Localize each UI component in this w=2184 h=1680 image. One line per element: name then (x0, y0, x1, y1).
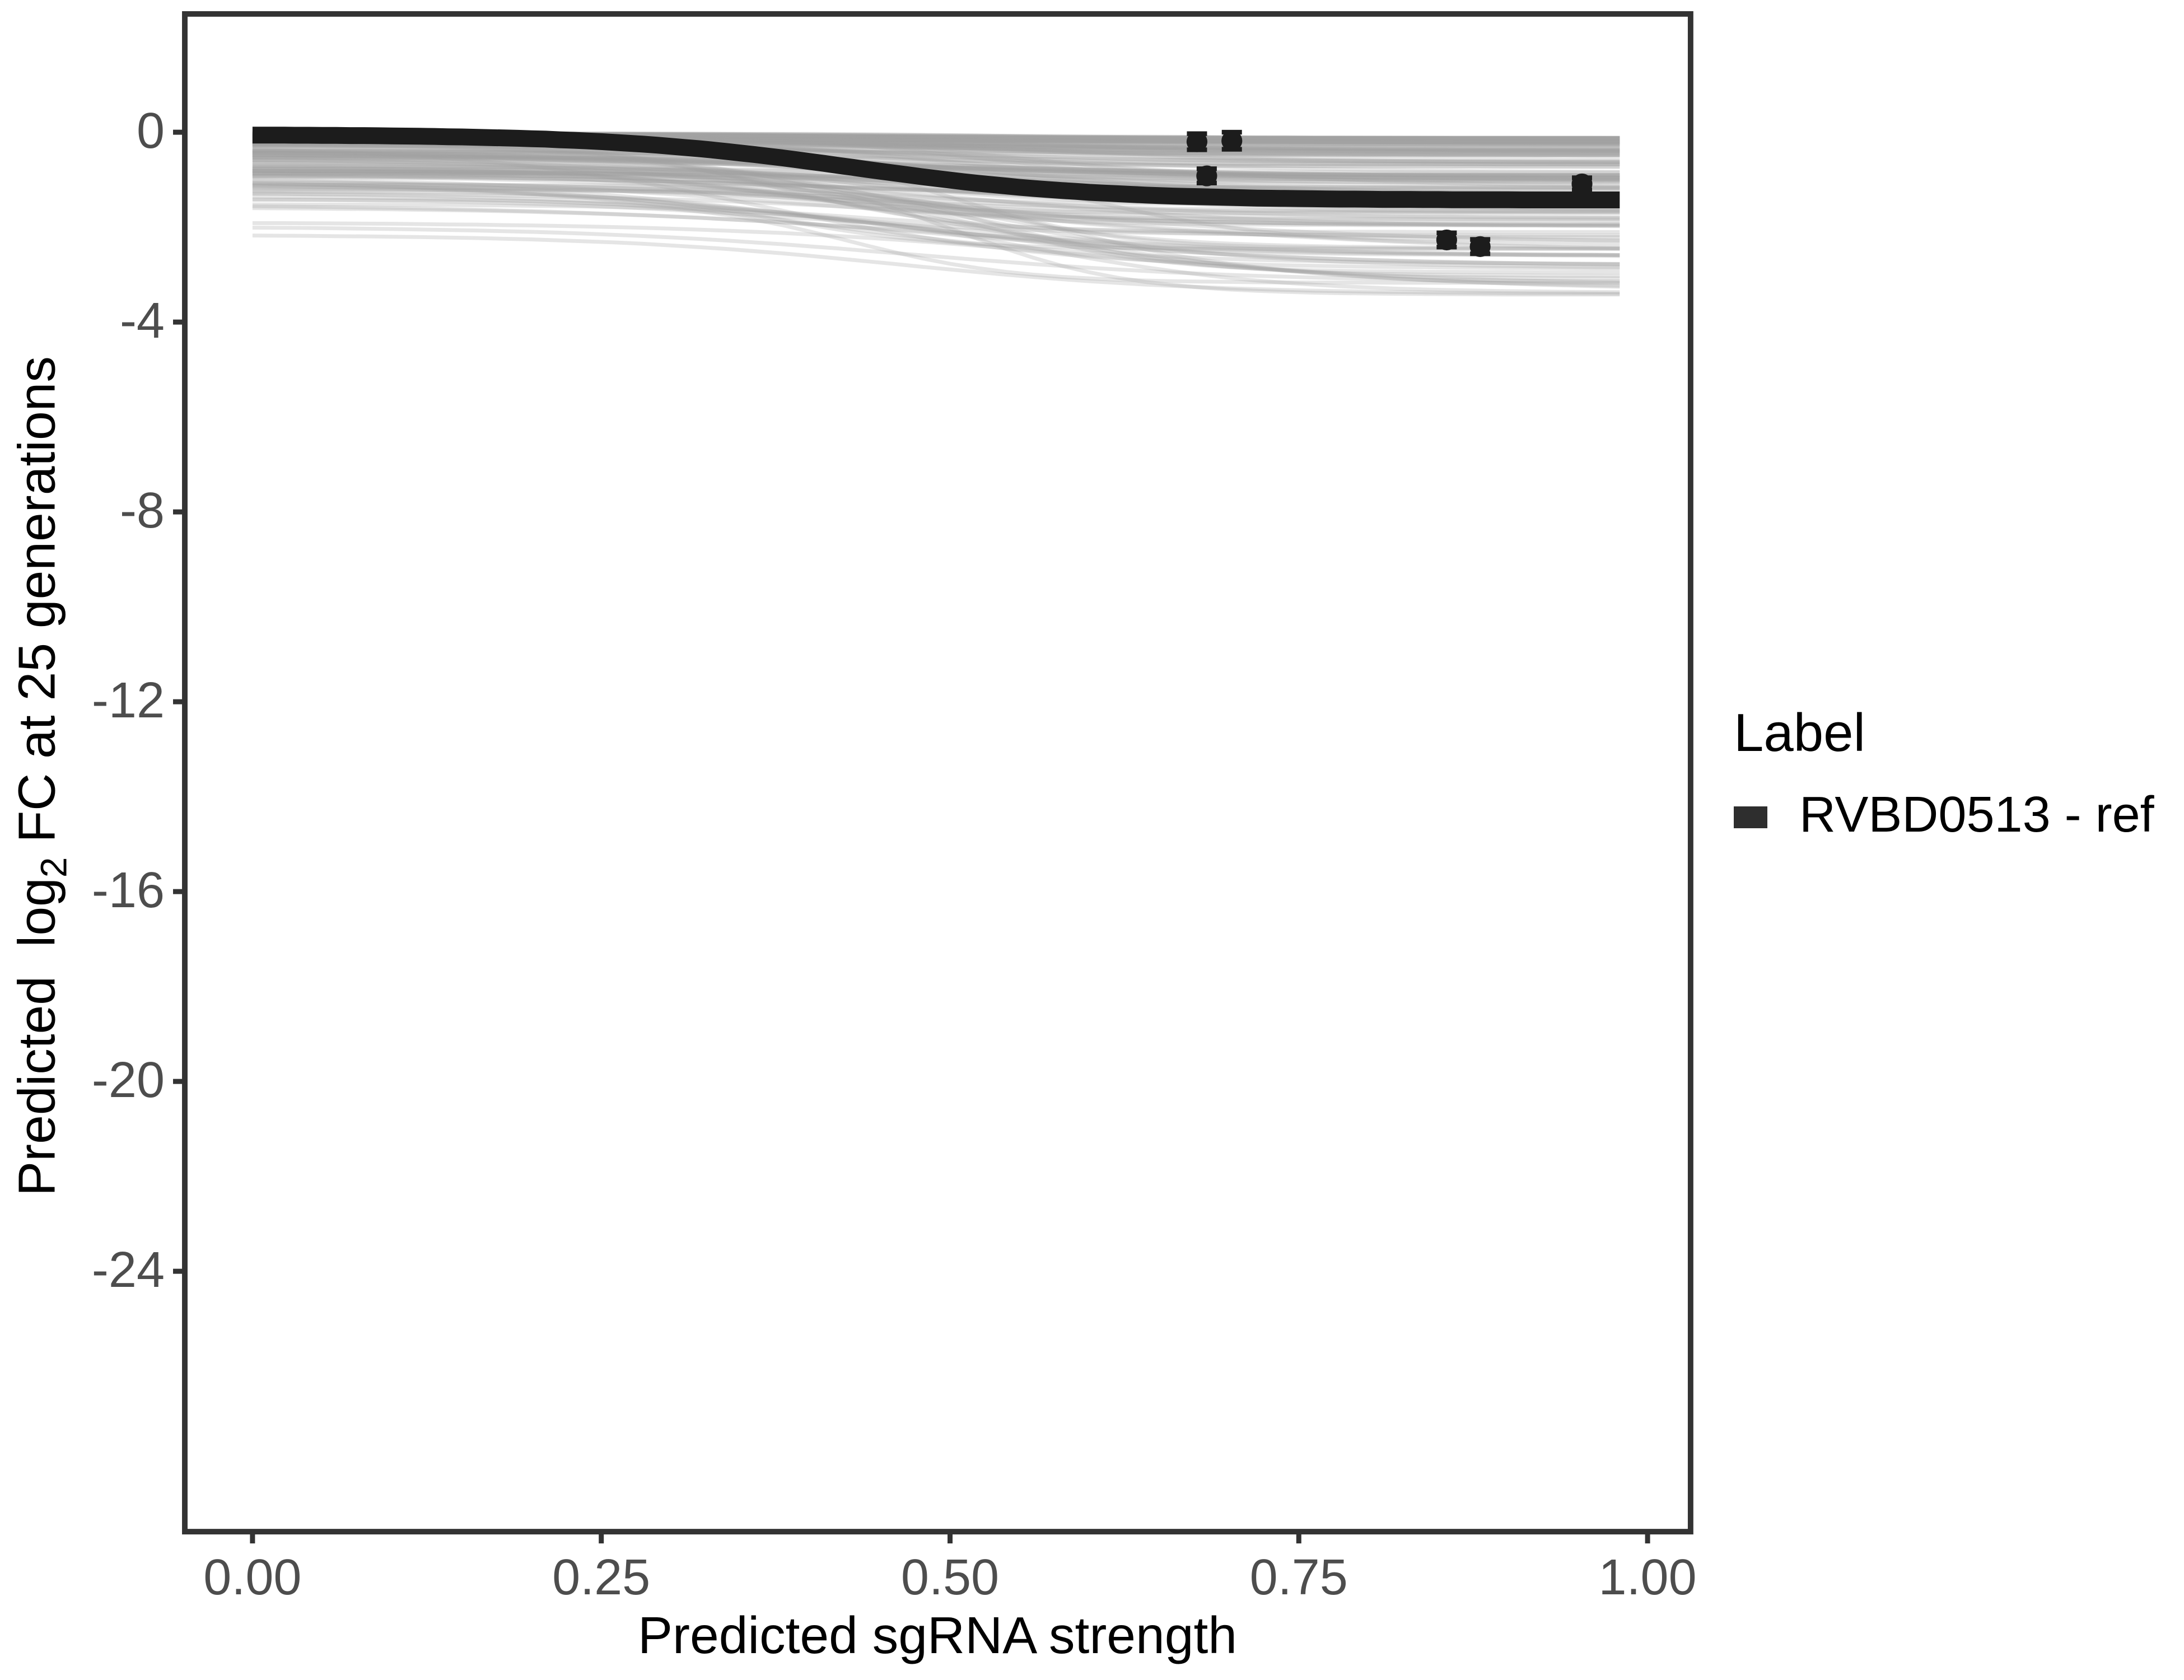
y-tick-label: -24 (91, 1243, 165, 1299)
legend-item-label: RVBD0513 - ref (1799, 788, 2154, 843)
ensemble-curve (252, 226, 1620, 283)
legend-swatch-line-key (1734, 805, 1767, 828)
ensemble-curve (252, 192, 1620, 239)
data-point (1196, 165, 1217, 186)
ensemble-curve (252, 148, 1620, 181)
x-axis-title: Predicted sgRNA strength (637, 1606, 1238, 1665)
ensemble-curve (252, 164, 1620, 288)
ensemble-curve (252, 153, 1620, 175)
ensemble-curve (252, 190, 1620, 251)
ensemble-curve (252, 198, 1620, 285)
ensemble-curve (252, 160, 1620, 182)
data-point (1186, 131, 1208, 152)
ensemble-curve (252, 142, 1620, 223)
ensemble-curve (252, 202, 1620, 295)
x-tick-label: 0.00 (203, 1551, 302, 1606)
ensemble-curve (252, 144, 1620, 157)
ensemble-curve (252, 183, 1620, 281)
y-tick-label: -8 (119, 483, 165, 539)
ensemble-curve (252, 181, 1620, 266)
ensemble-curve (252, 151, 1620, 178)
ensemble-curve (252, 186, 1620, 226)
ensemble-curve (252, 175, 1620, 220)
y-axis-title-subscript: 2 (32, 857, 75, 878)
ensemble-curve (252, 147, 1620, 270)
ensemble-curve (252, 145, 1620, 169)
y-tick-label: 0 (136, 104, 165, 160)
ensemble-curve (252, 191, 1620, 251)
x-tick-label: 0.50 (900, 1551, 1000, 1606)
ensemble-curve (252, 221, 1620, 285)
ensemble-curve (252, 183, 1620, 215)
ensemble-curve (252, 151, 1620, 179)
legend-title: Label (1734, 702, 1865, 763)
ensemble-curve (252, 143, 1620, 193)
ensemble-curve (252, 152, 1620, 181)
ensemble-curve (252, 234, 1620, 296)
legend: Label RVBD0513 - ref (1734, 702, 2154, 843)
ensemble-curve (252, 179, 1620, 257)
panel-border (182, 11, 1693, 1535)
ensemble-curve (252, 169, 1620, 278)
ensemble-curve (252, 206, 1620, 267)
ensemble-curve (252, 143, 1620, 227)
ensemble-curve (252, 149, 1620, 166)
data-point (1469, 236, 1491, 257)
ensemble-curve (252, 166, 1620, 221)
ensemble-curve (252, 152, 1620, 178)
ensemble-curve (252, 163, 1620, 297)
ensemble-curve (252, 197, 1620, 237)
ensemble-curve (252, 144, 1620, 157)
ensemble-curve (252, 148, 1620, 183)
data-point (1221, 130, 1243, 151)
ensemble-curve (252, 156, 1620, 178)
data-point (1436, 229, 1457, 251)
y-tick-label: -16 (91, 863, 165, 919)
ensemble-curve (252, 161, 1620, 269)
ensemble-curve (252, 194, 1620, 289)
ensemble-curve (252, 156, 1620, 242)
ensemble-curve (252, 178, 1620, 227)
y-axis-title: Predicted log2 FC at 25 generations (7, 356, 75, 1196)
ensemble-curve (252, 149, 1620, 164)
axis-ticks (173, 129, 1650, 1544)
ensemble-curve (252, 145, 1620, 251)
ensemble-curve (252, 185, 1620, 220)
legend-item: RVBD0513 - ref (1734, 788, 2154, 843)
ensemble-curve (252, 158, 1620, 228)
ensemble-curve (252, 169, 1620, 258)
y-tick-label: -20 (91, 1053, 165, 1109)
ensemble-curve (252, 158, 1620, 178)
data-points (1186, 129, 1593, 257)
data-point (1571, 173, 1593, 195)
ensemble-curve (252, 204, 1620, 258)
x-tick-label: 0.25 (552, 1551, 651, 1606)
ensemble-curve (252, 153, 1620, 196)
y-axis-title-suffix: FC at 25 generations (7, 356, 67, 857)
ensemble-curves (252, 131, 1620, 297)
ensemble-curve (252, 169, 1620, 250)
ensemble-curve (252, 180, 1620, 214)
y-axis-title-prefix: Predicted log (7, 878, 67, 1196)
ensemble-curve (252, 188, 1620, 274)
ensemble-curve (252, 171, 1620, 228)
ensemble-curve (252, 169, 1620, 214)
ensemble-curve (252, 148, 1620, 167)
ensemble-curve (252, 184, 1620, 243)
ensemble-curve (252, 181, 1620, 257)
y-tick-label: -4 (119, 293, 165, 349)
y-tick-label: -12 (91, 673, 165, 729)
ensemble-curve (252, 184, 1620, 267)
x-tick-label: 0.75 (1249, 1551, 1348, 1606)
ensemble-curve (252, 154, 1620, 179)
reference-curve (252, 127, 1620, 208)
x-tick-label: 1.00 (1598, 1551, 1697, 1606)
